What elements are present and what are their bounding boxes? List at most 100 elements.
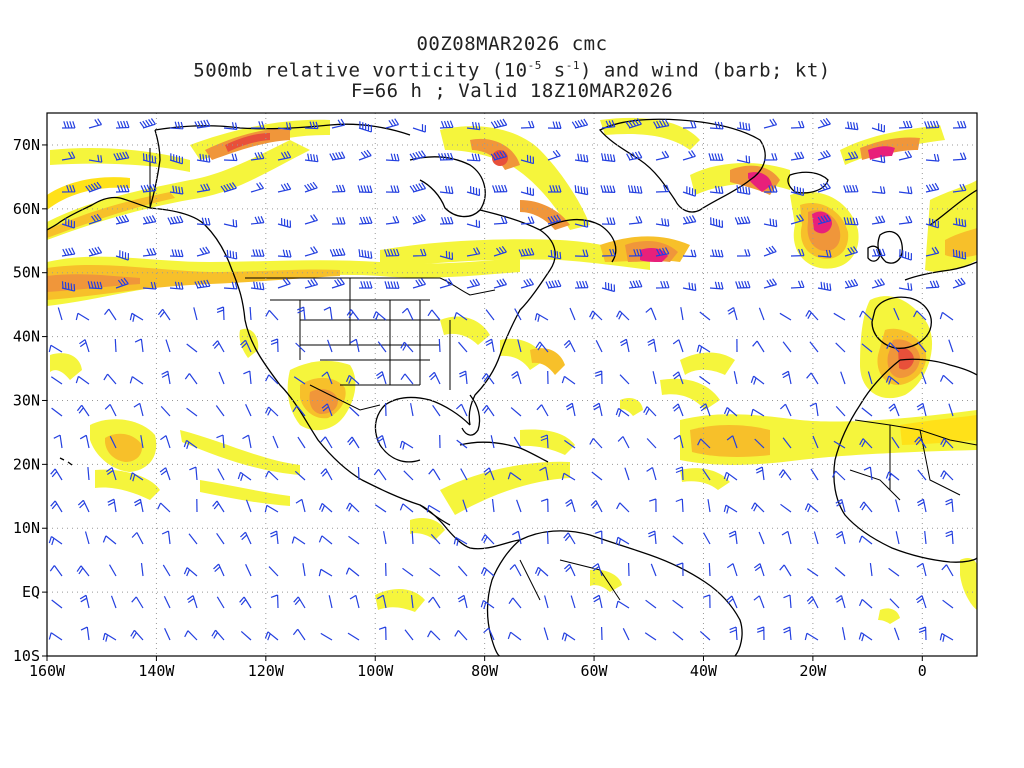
wind-barb — [250, 151, 265, 161]
wind-barb — [520, 120, 535, 129]
wind-barb-stroke — [840, 371, 846, 385]
wind-barb — [466, 247, 481, 257]
wind-barb — [428, 596, 441, 609]
wind-barb — [885, 471, 900, 481]
wind-barb — [563, 532, 576, 545]
wind-barb — [458, 341, 468, 353]
wind-barb — [142, 247, 157, 257]
wind-barb-stroke — [186, 343, 198, 353]
wind-barb-stroke — [886, 342, 900, 353]
wind-barb — [304, 278, 319, 289]
wind-barb-stroke — [140, 183, 157, 193]
wind-barb — [384, 281, 400, 289]
wind-barb-stroke — [806, 372, 819, 385]
wind-barb-stroke — [196, 183, 211, 193]
wind-barb — [763, 153, 778, 161]
wind-barb — [952, 120, 967, 129]
wind-barb — [682, 282, 697, 292]
wind-barb-stroke — [601, 217, 616, 225]
wind-barb — [462, 499, 468, 513]
wind-barb — [817, 249, 832, 258]
wind-barb-stroke — [675, 498, 684, 513]
wind-barb — [601, 153, 616, 163]
wind-barb — [345, 567, 360, 577]
wind-barb — [409, 150, 426, 161]
wind-barb — [628, 280, 643, 289]
wind-barb — [331, 217, 346, 225]
wind-barb — [941, 564, 954, 577]
wind-barb — [871, 215, 886, 225]
wind-barb — [888, 403, 900, 417]
wind-barb-stroke — [841, 627, 846, 641]
wind-barb-stroke — [295, 342, 306, 353]
wind-barb-stroke — [595, 340, 603, 353]
wind-barb-stroke — [84, 531, 90, 545]
wind-barb-stroke — [237, 471, 252, 481]
wind-barb — [456, 439, 468, 449]
wind-barb — [169, 121, 184, 130]
wind-barb-stroke — [492, 184, 508, 193]
wind-barb — [385, 185, 400, 193]
wind-barb-stroke — [863, 466, 873, 481]
wind-barb-stroke — [277, 122, 292, 131]
wind-barb — [561, 472, 576, 481]
lon-tick-label: 120W — [248, 662, 285, 680]
wind-barb-stroke — [212, 340, 225, 353]
wind-barb-stroke — [672, 339, 684, 353]
wind-barb-stroke — [727, 306, 738, 321]
wind-barb — [157, 308, 171, 321]
wind-barb-stroke — [655, 280, 670, 289]
wind-barb-stroke — [806, 568, 819, 577]
wind-barb-stroke — [250, 182, 264, 193]
wind-barb-stroke — [321, 403, 333, 417]
wind-barb — [735, 280, 751, 289]
wind-barb — [520, 186, 535, 197]
wind-barb-stroke — [110, 595, 117, 609]
wind-barb-stroke — [251, 121, 265, 129]
wind-barb — [304, 214, 318, 225]
wind-barb-stroke — [109, 436, 117, 449]
wind-barb-stroke — [376, 435, 387, 449]
wind-barb-stroke — [655, 184, 670, 193]
title-line-2-post: ) and wind (barb; kt) — [579, 59, 831, 82]
wind-barb — [812, 435, 819, 449]
wind-barb — [169, 249, 184, 258]
wind-barb-stroke — [708, 562, 711, 577]
wind-barb — [616, 310, 630, 321]
wind-barb — [493, 278, 508, 289]
wind-barb — [142, 215, 157, 225]
wind-barb-stroke — [457, 594, 468, 609]
wind-barb — [410, 403, 414, 417]
wind-barb — [216, 306, 225, 321]
wind-barb — [160, 435, 171, 449]
wind-barb-stroke — [941, 564, 954, 577]
wind-barb-stroke — [617, 436, 630, 449]
wind-barb-stroke — [620, 338, 630, 353]
wind-barb — [329, 151, 346, 161]
wind-barb-stroke — [457, 565, 468, 577]
wind-barb-stroke — [534, 312, 549, 322]
wind-barb — [167, 215, 184, 225]
wind-barb-stroke — [160, 405, 171, 417]
wind-barb — [194, 119, 211, 129]
wind-barb-stroke — [707, 499, 711, 513]
latitude-axis: 70N 60N 50N 40N 30N 20N 10N EQ 10S — [13, 136, 47, 665]
wind-barb — [945, 530, 954, 545]
wind-barb — [50, 376, 63, 385]
wind-barb — [457, 594, 468, 609]
wind-barb — [196, 183, 211, 193]
wind-barb — [682, 120, 697, 129]
wind-barb — [682, 215, 697, 225]
wind-barb — [507, 472, 522, 481]
wind-barb — [160, 405, 171, 417]
wind-barb-stroke — [924, 120, 940, 129]
wind-barb — [377, 341, 387, 353]
wind-barb-stroke — [184, 373, 198, 385]
wind-barb — [134, 498, 144, 513]
wind-barb — [703, 594, 711, 609]
wind-barb — [53, 434, 63, 449]
wind-barb-stroke — [545, 279, 562, 289]
wind-barb — [520, 278, 534, 289]
wind-barb — [270, 594, 279, 609]
wind-barb — [293, 376, 306, 385]
